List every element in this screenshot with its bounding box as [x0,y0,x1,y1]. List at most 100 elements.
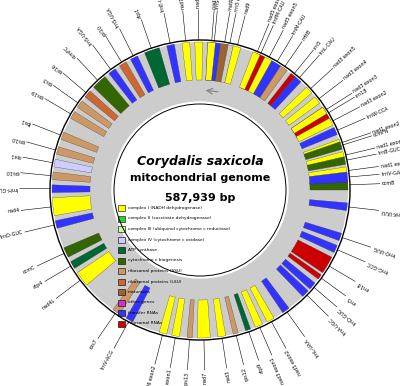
Bar [118,268,125,274]
Text: trnfM-CAU: trnfM-CAU [272,0,286,25]
Text: nad3 exon5: nad3 exon5 [332,46,357,69]
Text: nad6 exon2: nad6 exon2 [145,366,157,386]
Wedge shape [300,231,337,252]
Text: cytochrome c biogenesis: cytochrome c biogenesis [128,259,182,262]
Text: rpl10: rpl10 [96,22,107,36]
Text: ccmC: ccmC [22,265,36,275]
Text: trnV-GAC: trnV-GAC [381,170,400,177]
Wedge shape [119,62,145,98]
Text: trnS-CGA: trnS-CGA [215,0,222,9]
Wedge shape [286,97,320,125]
Wedge shape [215,44,228,82]
Text: mttB: mttB [301,29,312,41]
Text: complex I (NADH dehydrogenase): complex I (NADH dehydrogenase) [128,206,202,210]
Text: trnE-UUC: trnE-UUC [157,0,166,12]
Wedge shape [126,285,150,322]
Circle shape [112,102,288,278]
Text: cox1: cox1 [9,152,22,159]
Text: rpl16: rpl16 [50,61,63,74]
Text: nad3 exon3: nad3 exon3 [352,74,379,94]
Bar [118,247,125,253]
Text: nad1 exon4: nad1 exon4 [196,0,201,8]
Wedge shape [260,66,287,101]
Text: ribosomal proteins (LSU): ribosomal proteins (LSU) [128,279,181,283]
Wedge shape [144,48,170,88]
Text: nad4: nad4 [6,208,20,215]
Wedge shape [52,42,348,338]
Bar [118,279,125,284]
Text: ribosomal RNAs: ribosomal RNAs [128,322,162,325]
Text: nad4L: nad4L [41,298,56,311]
Wedge shape [64,233,102,257]
Wedge shape [52,185,90,193]
Wedge shape [241,290,262,327]
Text: nad1 exon2: nad1 exon2 [372,121,400,135]
Bar [118,289,125,295]
Wedge shape [109,69,137,103]
Wedge shape [291,107,331,138]
Wedge shape [70,243,107,268]
Text: complex IV (cytochrome c oxidase): complex IV (cytochrome c oxidase) [128,237,204,242]
Text: rps3: rps3 [42,76,53,86]
Text: atp9: atp9 [257,361,265,373]
Text: rrn5 exon3: rrn5 exon3 [234,0,244,12]
Wedge shape [52,196,92,216]
Wedge shape [159,296,175,334]
Wedge shape [276,265,308,296]
Wedge shape [234,293,251,331]
Wedge shape [77,101,112,129]
Text: trnM-CAU: trnM-CAU [292,13,308,35]
Text: trnD-GUC: trnD-GUC [0,230,24,240]
Wedge shape [206,42,216,81]
Wedge shape [309,200,348,211]
Text: rrn5: rrn5 [312,39,323,50]
Text: fps1: fps1 [20,117,32,125]
Text: nad1 exon5: nad1 exon5 [212,0,219,9]
Text: rps7: rps7 [89,339,99,350]
Text: trnK-UUU: trnK-UUU [380,208,400,216]
Text: trnS-UGA: trnS-UGA [76,24,94,45]
Wedge shape [262,278,289,313]
Text: rps13: rps13 [184,371,190,386]
Wedge shape [195,42,202,80]
Text: mitochondrial genome: mitochondrial genome [130,173,270,183]
Bar [118,237,125,242]
Text: Corydalis saxicola: Corydalis saxicola [137,156,263,169]
Text: nad1 exon3: nad1 exon3 [376,138,400,150]
Text: complex II (succinate dehydrogenase): complex II (succinate dehydrogenase) [128,217,211,220]
Text: rrn5: rrn5 [346,295,357,305]
Bar [118,215,125,222]
Wedge shape [282,259,315,289]
Wedge shape [55,213,94,228]
Wedge shape [85,91,118,121]
Wedge shape [94,77,129,113]
Bar [118,257,125,264]
Text: matR: matR [228,0,235,11]
Text: rps19: rps19 [30,88,44,100]
Bar [118,205,125,211]
Text: ccmB: ccmB [382,181,396,186]
Wedge shape [198,300,210,338]
Wedge shape [307,157,346,171]
Text: complex III (ubiquinol cytochrome c reductase): complex III (ubiquinol cytochrome c redu… [128,227,230,231]
Wedge shape [77,252,116,285]
Text: trnQ-UUG: trnQ-UUG [372,245,396,257]
Wedge shape [206,42,220,81]
Wedge shape [303,139,342,158]
Wedge shape [241,53,265,91]
Text: trnW-CCA: trnW-CCA [366,106,390,120]
Wedge shape [167,44,181,83]
Wedge shape [240,52,260,90]
Text: ATP synthase: ATP synthase [128,248,157,252]
Wedge shape [310,179,348,190]
Bar [118,310,125,316]
Wedge shape [253,61,281,98]
Text: transfer RNAs: transfer RNAs [128,311,158,315]
Text: nad5 exon5: nad5 exon5 [282,2,300,30]
Wedge shape [182,42,192,81]
Wedge shape [248,57,272,94]
Wedge shape [52,172,91,182]
Text: ribosomal proteins (SSU): ribosomal proteins (SSU) [128,269,182,273]
Wedge shape [300,127,337,149]
Wedge shape [303,222,342,240]
